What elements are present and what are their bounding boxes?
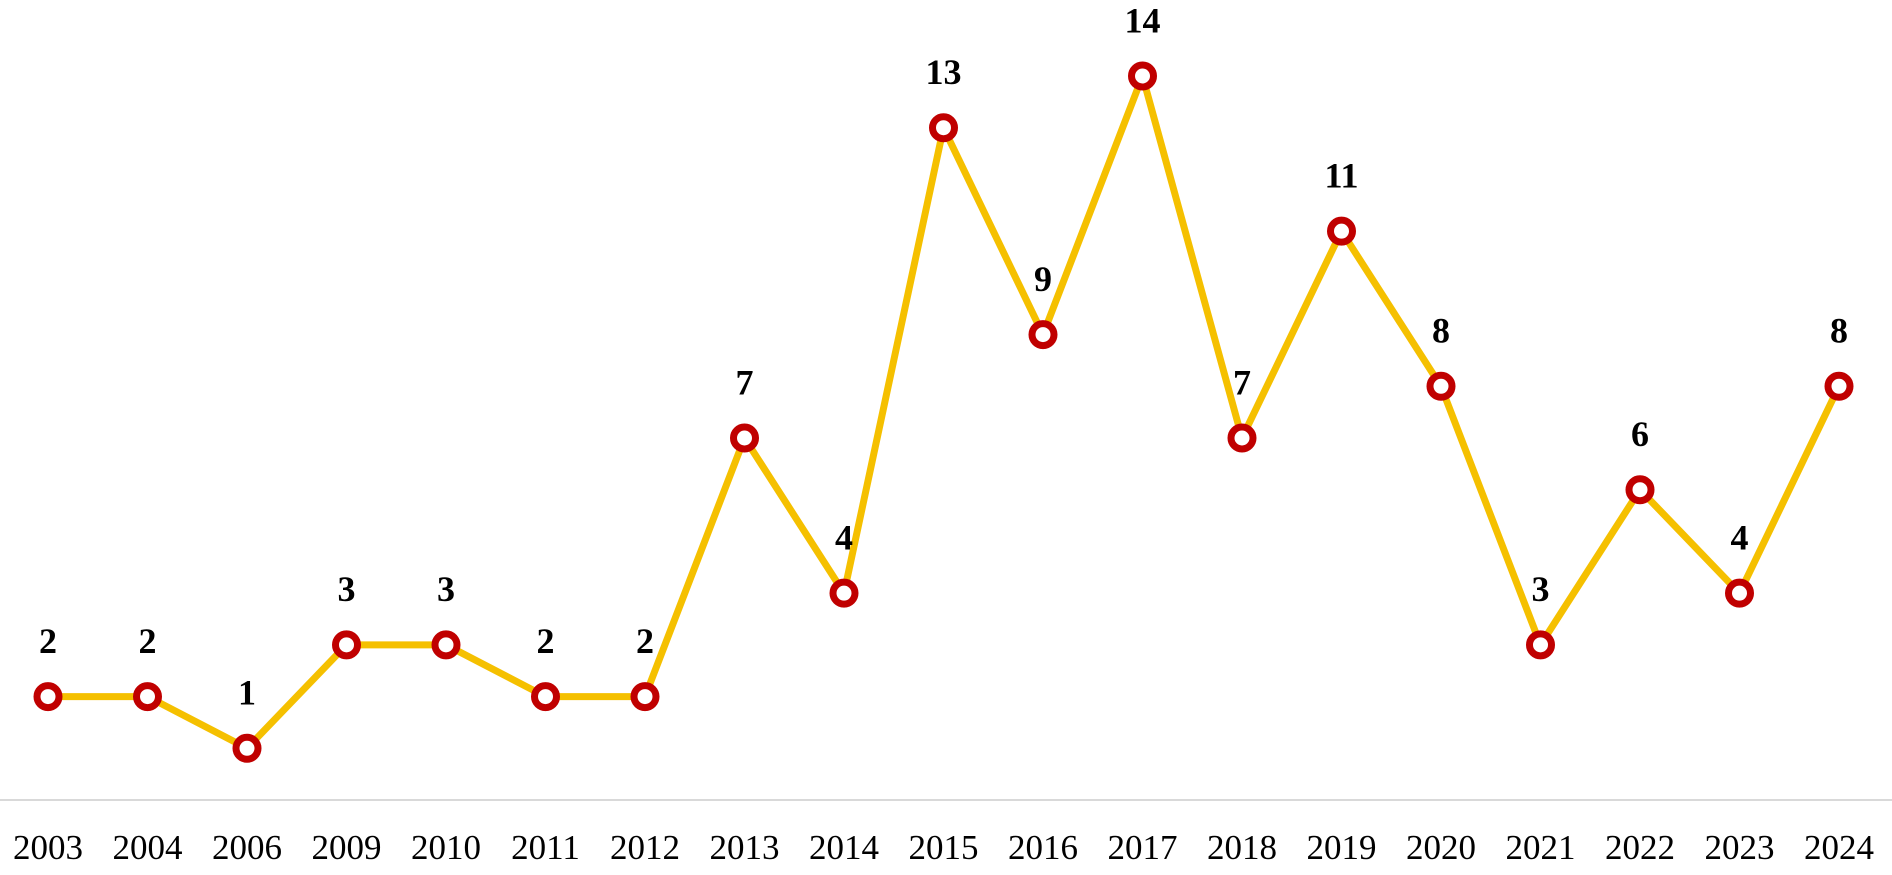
x-tick-label: 2023 [1705,828,1775,867]
marker [929,113,958,143]
x-tick-label: 2014 [809,828,879,867]
data-label: 1 [238,673,256,713]
x-tick-label: 2024 [1804,828,1874,867]
data-label: 3 [338,569,356,609]
x-tick-label: 2015 [909,828,979,867]
x-tick-label: 2003 [13,828,83,867]
marker [133,682,162,712]
data-label: 11 [1324,155,1358,195]
x-tick-label: 2006 [212,828,282,867]
marker [1526,630,1555,660]
x-tick-label: 2022 [1605,828,1675,867]
data-label: 2 [636,621,654,661]
data-label: 3 [437,569,455,609]
data-label: 8 [1830,311,1848,351]
marker [1725,578,1754,608]
x-tick-label: 2020 [1406,828,1476,867]
data-label: 4 [1731,517,1749,557]
x-tick-label: 2012 [610,828,680,867]
marker [829,578,859,608]
data-label: 2 [537,621,555,661]
x-tick-label: 2016 [1008,828,1078,867]
marker [630,682,660,712]
marker [1128,61,1157,91]
marker [332,630,361,660]
x-tick-label: 2009 [312,828,382,867]
marker [232,733,262,763]
x-tick-label: 2018 [1207,828,1277,867]
marker [1227,423,1257,453]
x-tick-label: 2017 [1108,828,1178,867]
marker [730,423,759,453]
data-label: 6 [1631,414,1649,454]
data-line [48,72,1843,752]
data-label: 13 [926,52,962,92]
marker [431,630,461,660]
x-tick-label: 2013 [710,828,780,867]
data-label: 7 [1233,362,1251,402]
marker [531,682,560,712]
data-label: 3 [1532,569,1550,609]
x-tick-label: 2021 [1506,828,1576,867]
data-label: 2 [139,621,157,661]
marker [1625,475,1655,505]
data-label: 4 [835,517,853,557]
marker [1824,371,1854,401]
x-tick-label: 2004 [113,828,183,867]
data-label: 8 [1432,311,1450,351]
marker [1426,371,1456,401]
data-label: 9 [1034,259,1052,299]
marker [1327,216,1356,246]
marker [33,682,63,712]
x-tick-label: 2010 [411,828,481,867]
x-tick-label: 2019 [1307,828,1377,867]
data-label: 14 [1125,0,1161,40]
x-tick-label: 2011 [511,828,580,867]
data-label: 2 [39,621,57,661]
data-label: 7 [736,362,754,402]
marker [1028,320,1058,350]
